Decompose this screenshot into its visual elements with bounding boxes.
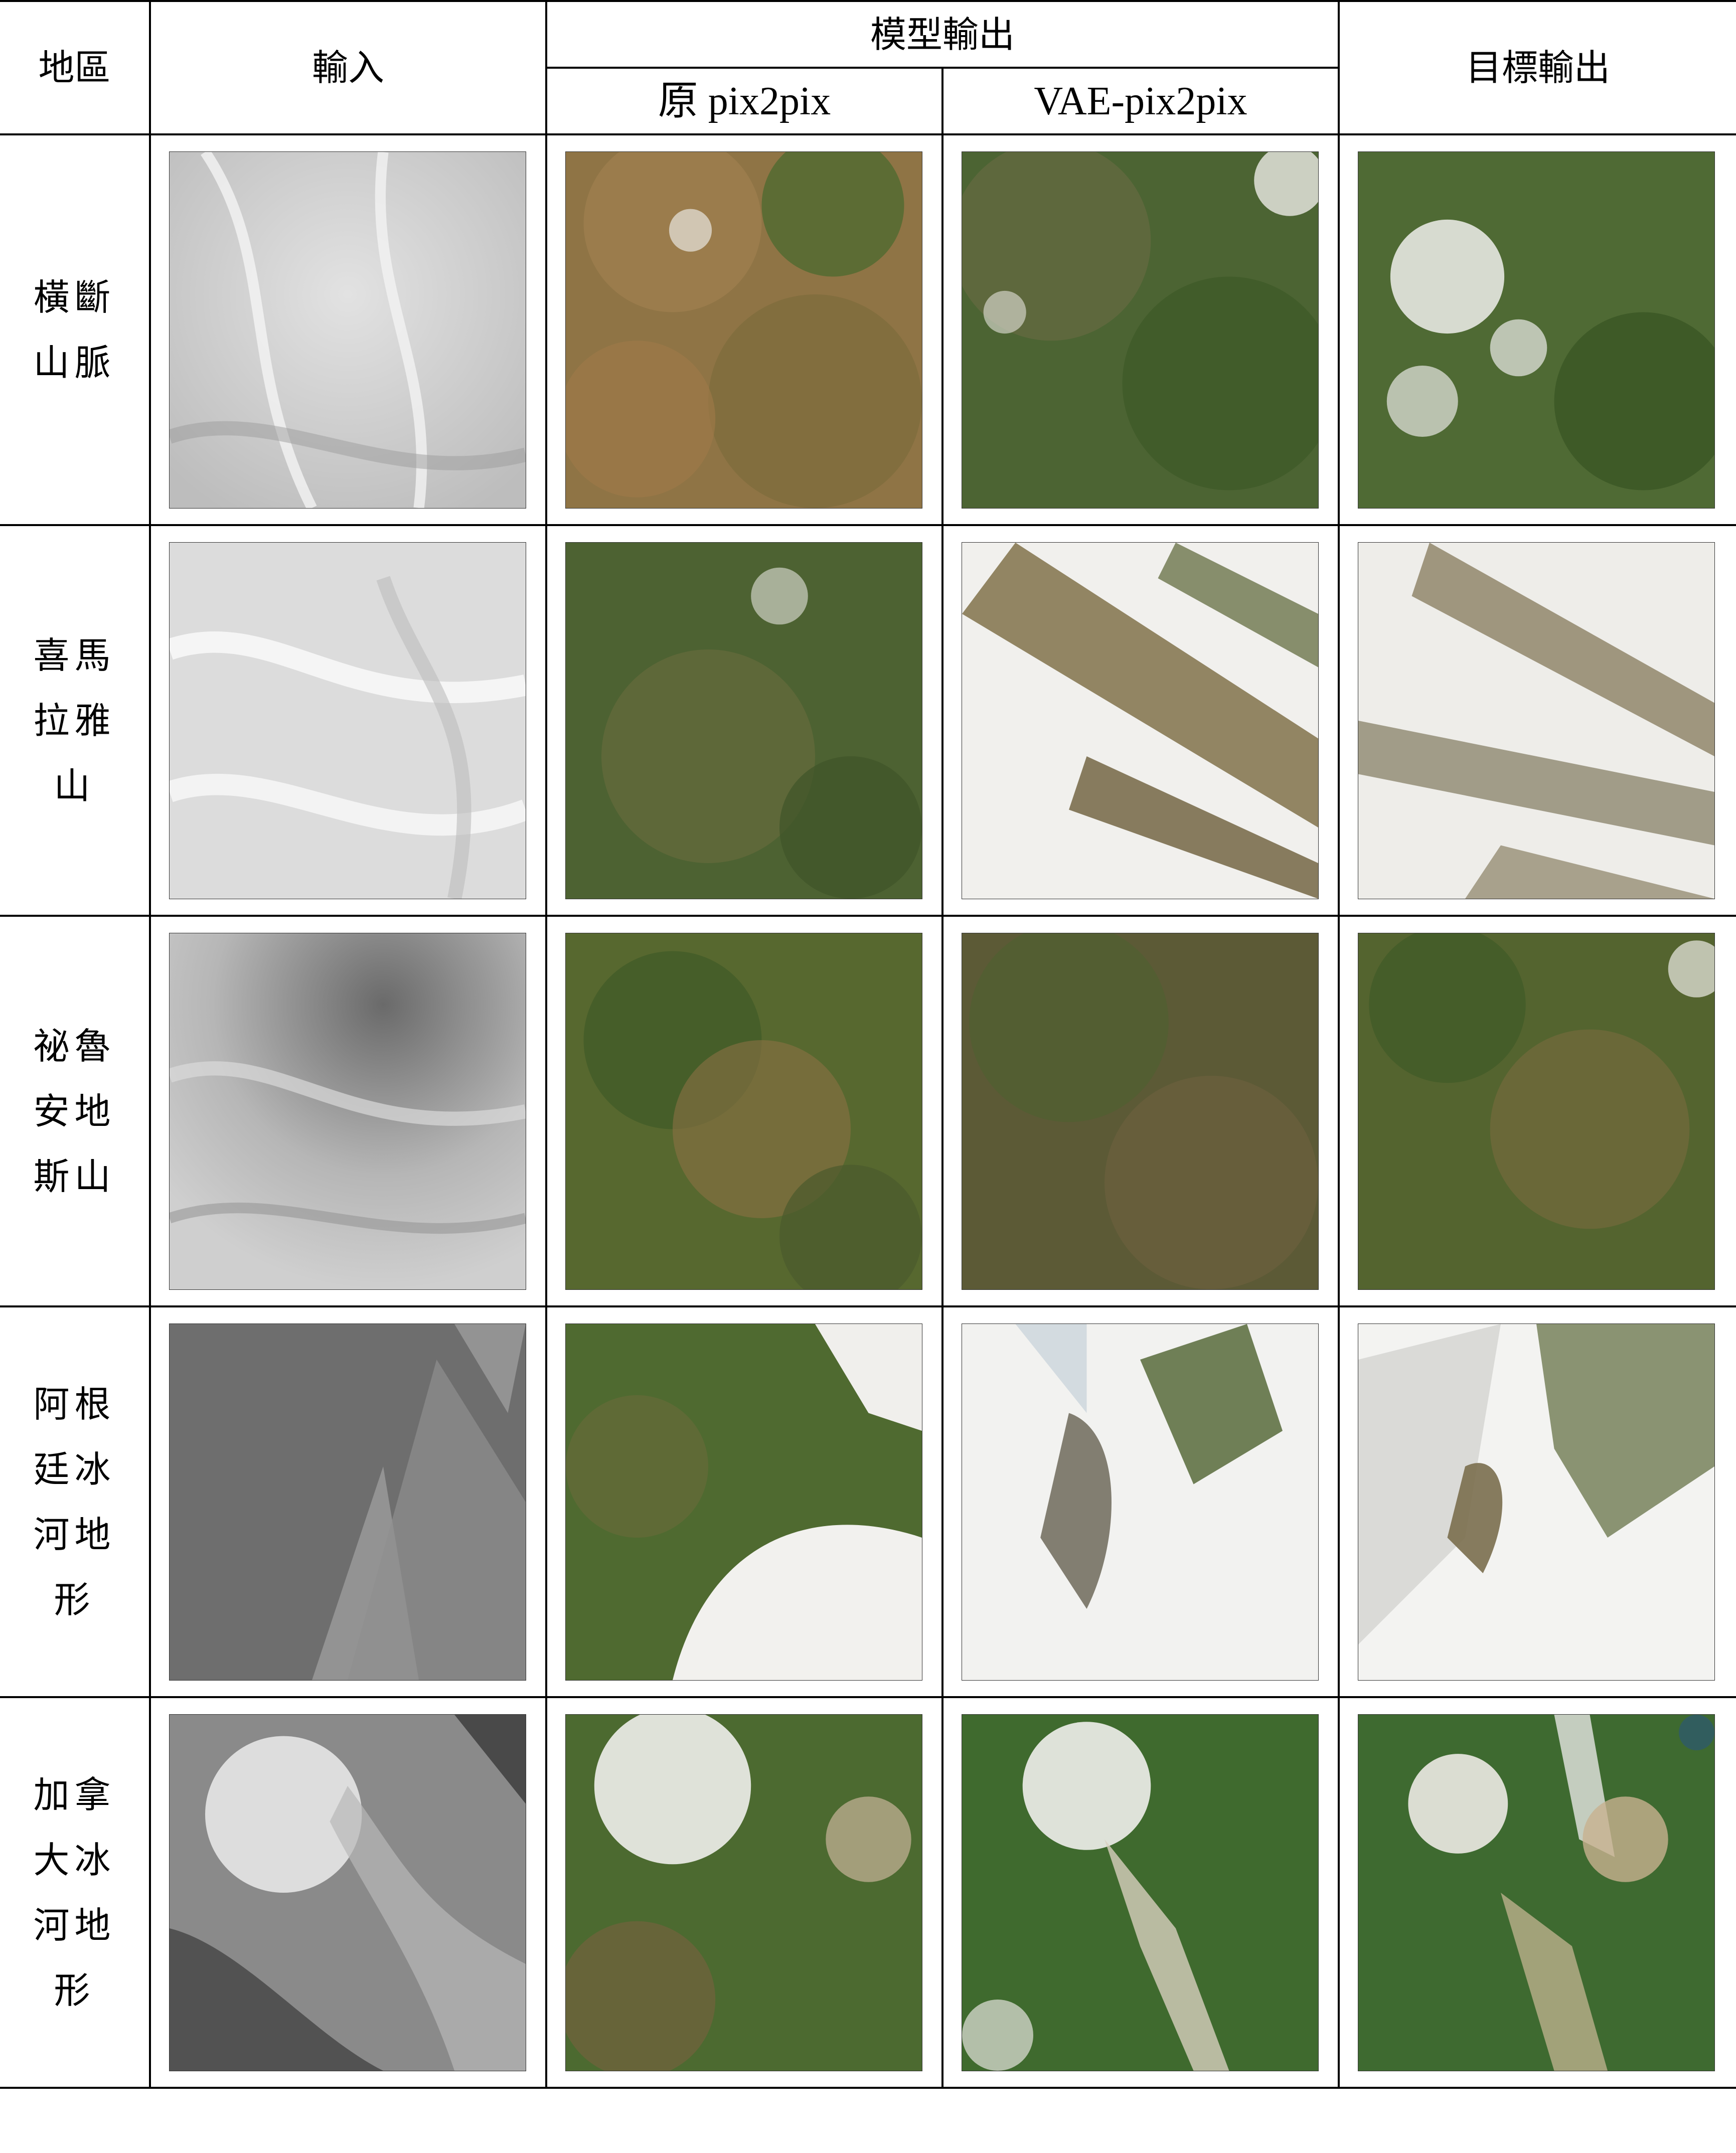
pix2pix-output-image bbox=[565, 933, 922, 1290]
heightmap-image bbox=[169, 1714, 526, 2071]
region-label: 喜馬 拉雅 山 bbox=[33, 634, 116, 807]
pix2pix-output-image bbox=[565, 542, 922, 899]
col-divider bbox=[1338, 0, 1340, 2089]
heightmap-image bbox=[169, 1323, 526, 1681]
region-label: 加拿 大冰 河地 形 bbox=[33, 1773, 116, 2012]
vae-pix2pix-output-image bbox=[962, 151, 1319, 509]
col-divider bbox=[149, 0, 151, 2089]
header-vae-pix2pix: VAE-pix2pix bbox=[1034, 79, 1247, 123]
header-bottom-line bbox=[0, 133, 1736, 135]
target-output-image bbox=[1358, 542, 1715, 899]
header-target-output: 目標輸出 bbox=[1465, 47, 1610, 89]
row-divider bbox=[0, 915, 1736, 917]
target-output-image bbox=[1358, 933, 1715, 1290]
vae-pix2pix-output-image bbox=[962, 933, 1319, 1290]
header-input: 輸入 bbox=[311, 47, 384, 89]
header-original-pix2pix: 原 pix2pix bbox=[658, 79, 831, 123]
region-label: 祕魯 安地 斯山 bbox=[33, 1025, 116, 1198]
heightmap-image bbox=[169, 542, 526, 899]
vae-pix2pix-output-image bbox=[962, 542, 1319, 899]
heightmap-image bbox=[169, 933, 526, 1290]
target-output-image bbox=[1358, 1323, 1715, 1681]
table-border-bottom bbox=[0, 2087, 1736, 2089]
row-divider bbox=[0, 524, 1736, 526]
col-divider bbox=[941, 67, 943, 2089]
header-model-output: 模型輸出 bbox=[870, 13, 1015, 56]
row-divider bbox=[0, 1696, 1736, 1698]
pix2pix-output-image bbox=[565, 1323, 922, 1681]
col-divider bbox=[545, 0, 547, 2089]
target-output-image bbox=[1358, 1714, 1715, 2071]
target-output-image bbox=[1358, 151, 1715, 509]
heightmap-image bbox=[169, 151, 526, 509]
region-label: 阿根 廷冰 河地 形 bbox=[33, 1383, 116, 1621]
table-border-top bbox=[0, 0, 1736, 2]
region-label: 橫斷 山脈 bbox=[33, 276, 116, 384]
vae-pix2pix-output-image bbox=[962, 1714, 1319, 2071]
row-divider bbox=[0, 1305, 1736, 1307]
vae-pix2pix-output-image bbox=[962, 1323, 1319, 1681]
pix2pix-output-image bbox=[565, 151, 922, 509]
header-region: 地區 bbox=[38, 47, 111, 89]
pix2pix-output-image bbox=[565, 1714, 922, 2071]
